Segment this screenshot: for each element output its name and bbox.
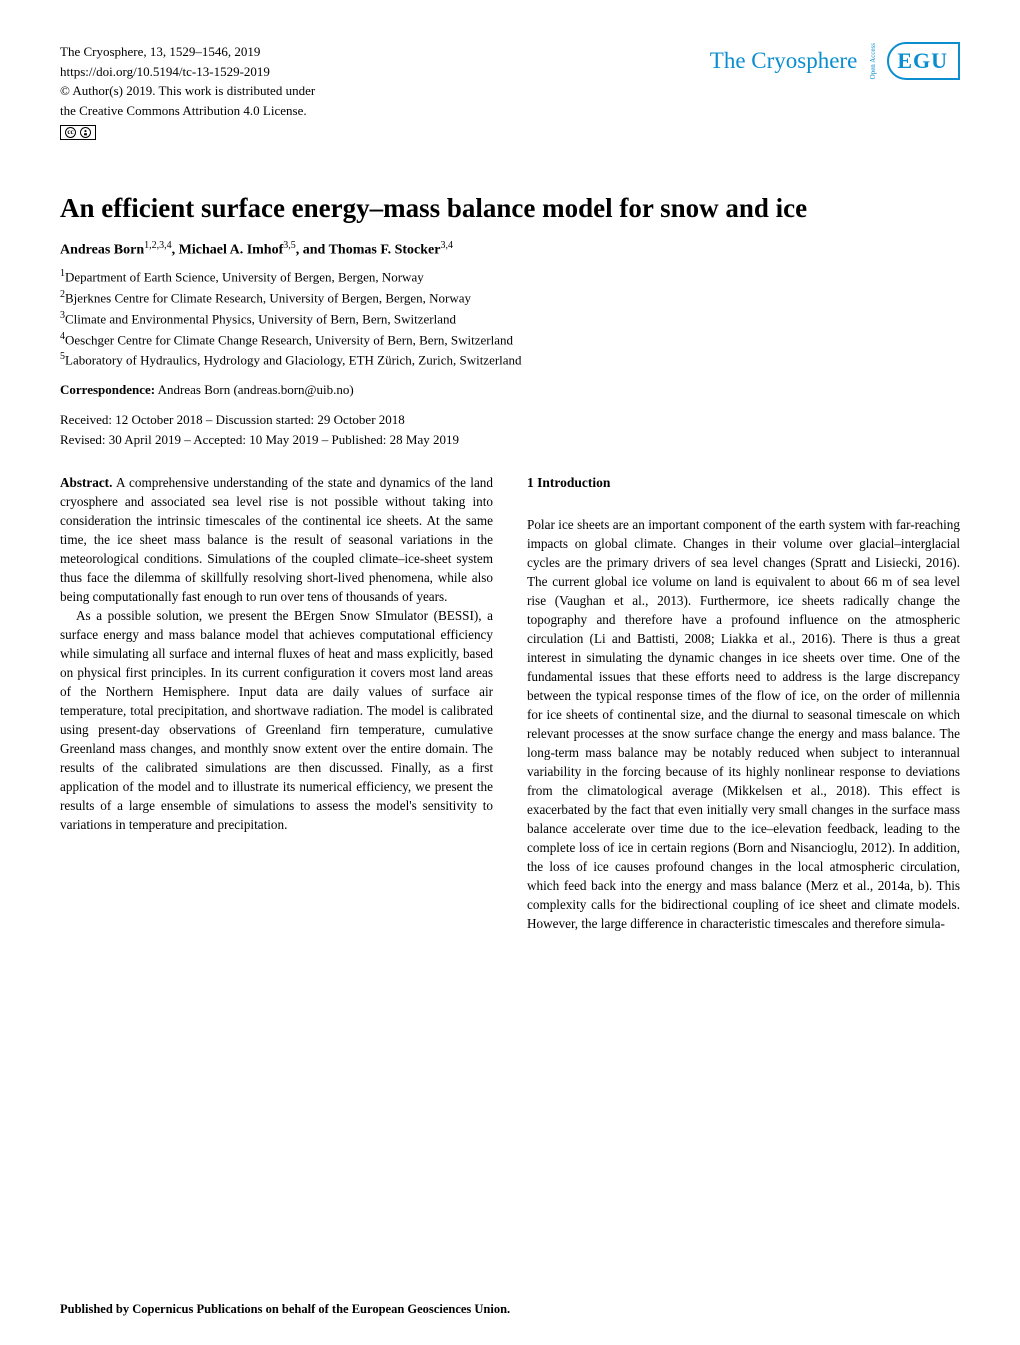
abstract-text-1: A comprehensive understanding of the sta… — [60, 475, 493, 604]
journal-info: The Cryosphere, 13, 1529–1546, 2019 http… — [60, 42, 315, 140]
license-line: the Creative Commons Attribution 4.0 Lic… — [60, 101, 315, 121]
aff-2-text: Bjerknes Centre for Climate Research, Un… — [65, 290, 471, 305]
aff-5-text: Laboratory of Hydraulics, Hydrology and … — [65, 353, 522, 368]
affiliation-2: 2Bjerknes Centre for Climate Research, U… — [60, 287, 960, 308]
author-2: , Michael A. Imhof — [172, 242, 284, 257]
author-3: , and Thomas F. Stocker — [296, 242, 441, 257]
author-1: Andreas Born — [60, 242, 144, 257]
aff-1-text: Department of Earth Science, University … — [65, 269, 424, 284]
by-icon — [80, 127, 91, 138]
cc-icon: cc — [65, 127, 76, 138]
page-footer: Published by Copernicus Publications on … — [60, 1302, 960, 1317]
aff-4-text: Oeschger Centre for Climate Change Resea… — [65, 332, 513, 347]
aff-3-text: Climate and Environmental Physics, Unive… — [65, 311, 456, 326]
header-row: The Cryosphere, 13, 1529–1546, 2019 http… — [60, 42, 960, 140]
cc-license-badge: cc — [60, 125, 96, 140]
dates-line-1: Received: 12 October 2018 – Discussion s… — [60, 410, 960, 430]
paper-title: An efficient surface energy–mass balance… — [60, 192, 960, 226]
abstract-paragraph-2: As a possible solution, we present the B… — [60, 606, 493, 834]
two-column-layout: Abstract. A comprehensive understanding … — [60, 473, 960, 932]
header-block: The Cryosphere, 13, 1529–1546, 2019 http… — [60, 42, 960, 140]
affiliation-1: 1Department of Earth Science, University… — [60, 266, 960, 287]
right-column: 1 Introduction Polar ice sheets are an i… — [527, 473, 960, 932]
abstract-label: Abstract. — [60, 475, 112, 490]
correspondence-line: Correspondence: Andreas Born (andreas.bo… — [60, 382, 960, 398]
journal-logo-block: The Cryosphere Open Access EGU — [710, 42, 960, 80]
correspondence-label: Correspondence: — [60, 382, 155, 397]
left-column: Abstract. A comprehensive understanding … — [60, 473, 493, 932]
correspondence-text: Andreas Born (andreas.born@uib.no) — [155, 382, 354, 397]
affiliation-3: 3Climate and Environmental Physics, Univ… — [60, 308, 960, 329]
person-icon — [82, 129, 89, 136]
introduction-paragraph-1: Polar ice sheets are an important compon… — [527, 515, 960, 933]
author-3-sup: 3,4 — [440, 240, 453, 251]
egu-logo: EGU — [897, 48, 948, 74]
affiliation-5: 5Laboratory of Hydraulics, Hydrology and… — [60, 349, 960, 370]
affiliation-4: 4Oeschger Centre for Climate Change Rese… — [60, 329, 960, 350]
author-1-sup: 1,2,3,4 — [144, 240, 172, 251]
abstract-paragraph-1: Abstract. A comprehensive understanding … — [60, 473, 493, 606]
authors-line: Andreas Born1,2,3,4, Michael A. Imhof3,5… — [60, 240, 960, 259]
dates-block: Received: 12 October 2018 – Discussion s… — [60, 410, 960, 449]
affiliations-block: 1Department of Earth Science, University… — [60, 266, 960, 370]
author-2-sup: 3,5 — [283, 240, 296, 251]
egu-logo-wrap: EGU — [887, 42, 960, 80]
dates-line-2: Revised: 30 April 2019 – Accepted: 10 Ma… — [60, 430, 960, 450]
open-access-label: Open Access — [869, 43, 877, 79]
journal-name: The Cryosphere — [710, 48, 858, 74]
section-heading-introduction: 1 Introduction — [527, 473, 960, 492]
doi-line: https://doi.org/10.5194/tc-13-1529-2019 — [60, 62, 315, 82]
journal-reference: The Cryosphere, 13, 1529–1546, 2019 — [60, 42, 315, 62]
copyright-line: © Author(s) 2019. This work is distribut… — [60, 81, 315, 101]
